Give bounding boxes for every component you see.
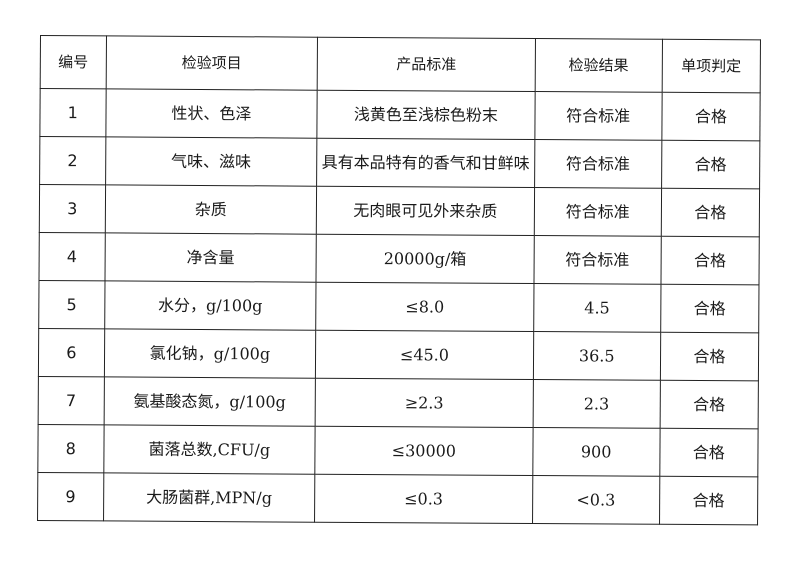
row-standard: ≤8.0 (315, 282, 534, 332)
row-number: 9 (37, 472, 104, 521)
row-result: 符合标准 (533, 187, 662, 237)
row-item: 水分，g/100g (104, 280, 317, 331)
row-item: 气味、滋味 (105, 136, 318, 187)
row-standard: ≥2.3 (315, 378, 534, 428)
row-number: 6 (38, 328, 105, 377)
row-result: <0.3 (532, 475, 660, 525)
row-item: 性状、色泽 (105, 88, 318, 139)
row-verdict: 合格 (659, 428, 759, 477)
table-row: 8 菌落总数,CFU/g ≤30000 900 合格 (37, 424, 759, 477)
table-row: 9 大肠菌群,MPN/g ≤0.3 <0.3 合格 (37, 472, 758, 525)
row-verdict: 合格 (660, 332, 759, 381)
table-row: 3 杂质 无肉眼可见外来杂质 符合标准 合格 (39, 184, 760, 237)
row-verdict: 合格 (659, 380, 759, 429)
row-verdict: 合格 (661, 188, 760, 237)
row-result: 符合标准 (534, 139, 662, 189)
row-standard: ≤30000 (315, 426, 533, 476)
row-verdict: 合格 (659, 476, 758, 525)
header-result: 检验结果 (534, 38, 663, 93)
table-row: 7 氨基酸态氮，g/100g ≥2.3 2.3 合格 (38, 376, 759, 429)
table-row: 5 水分，g/100g ≤8.0 4.5 合格 (38, 280, 759, 333)
row-item: 菌落总数,CFU/g (103, 424, 316, 475)
row-standard: 20000g/箱 (316, 234, 534, 284)
row-standard: ≤45.0 (315, 330, 534, 380)
header-verdict: 单项判定 (661, 39, 761, 93)
row-verdict: 合格 (660, 236, 760, 285)
row-standard: 无肉眼可见外来杂质 (316, 186, 535, 236)
row-item: 净含量 (104, 232, 317, 283)
header-standard: 产品标准 (317, 37, 536, 92)
row-item: 氯化钠，g/100g (103, 328, 316, 379)
header-row: 编号 检验项目 产品标准 检验结果 单项判定 (40, 35, 761, 93)
row-verdict: 合格 (660, 284, 759, 333)
row-number: 5 (38, 280, 105, 329)
row-item: 杂质 (104, 184, 317, 235)
row-verdict: 合格 (661, 140, 760, 189)
table-row: 1 性状、色泽 浅黄色至浅棕色粉末 符合标准 合格 (39, 88, 761, 141)
row-number: 1 (39, 88, 106, 137)
row-result: 36.5 (533, 331, 661, 381)
row-number: 4 (39, 232, 105, 281)
row-item: 氨基酸态氮，g/100g (103, 376, 316, 427)
row-number: 8 (37, 424, 104, 473)
header-item: 检验项目 (105, 35, 318, 91)
row-number: 3 (39, 184, 106, 233)
row-result: 符合标准 (533, 235, 662, 285)
row-result: 4.5 (533, 283, 661, 333)
row-standard: 具有本品特有的香气和甘鲜味 (316, 138, 535, 188)
row-number: 2 (39, 136, 106, 185)
table-row: 4 净含量 20000g/箱 符合标准 合格 (39, 232, 760, 285)
table-row: 6 氯化钠，g/100g ≤45.0 36.5 合格 (38, 328, 759, 381)
inspection-table: 编号 检验项目 产品标准 检验结果 单项判定 1 性状、色泽 浅黄色至浅棕色粉末 符合… (37, 35, 761, 525)
header-number: 编号 (40, 35, 107, 89)
table-row: 2 气味、滋味 具有本品特有的香气和甘鲜味 符合标准 合格 (39, 136, 760, 189)
row-result: 符合标准 (534, 91, 662, 141)
row-standard: ≤0.3 (314, 474, 533, 524)
row-verdict: 合格 (661, 92, 761, 141)
row-standard: 浅黄色至浅棕色粉末 (317, 90, 535, 140)
row-number: 7 (38, 376, 104, 425)
row-result: 900 (532, 427, 660, 477)
row-result: 2.3 (532, 379, 661, 429)
row-item: 大肠菌群,MPN/g (103, 472, 316, 523)
